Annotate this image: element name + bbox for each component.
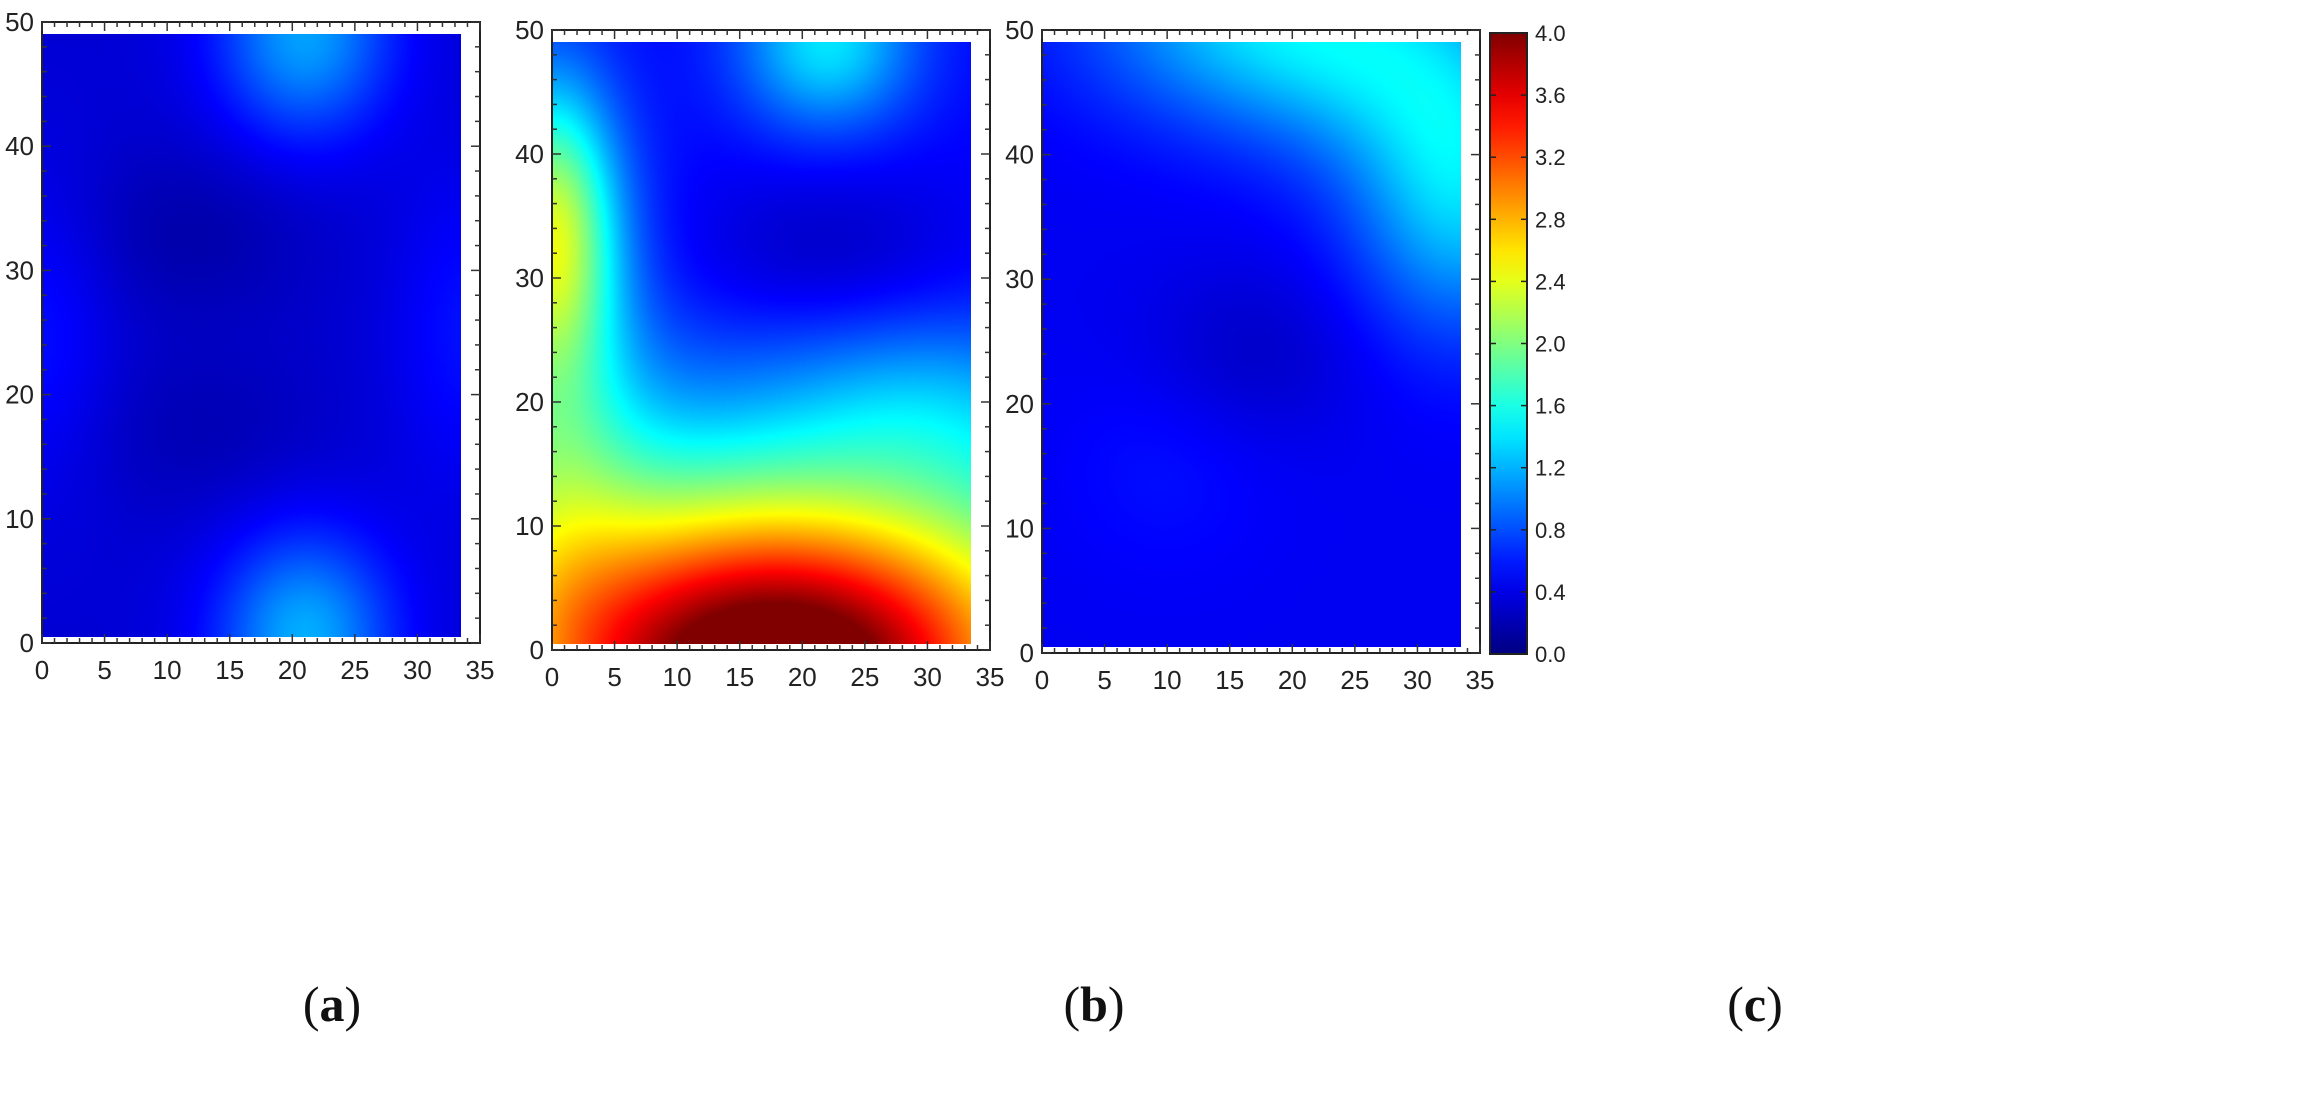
y-tick-label: 10: [515, 511, 544, 541]
colorbar-tick-label: 0.0: [1535, 642, 1566, 667]
heatmap-panel-c: 0 5 10 15 20 25 30 35 0 10 20 30 40 50: [1005, 15, 1494, 695]
colorbar-tick-label: 1.6: [1535, 394, 1566, 419]
colorbar-tick-label: 2.0: [1535, 332, 1566, 357]
x-tick-label: 25: [1340, 665, 1369, 695]
x-tick-label: 0: [35, 655, 49, 685]
colorbar-tick-label: 3.2: [1535, 145, 1566, 170]
heatmap-field: [1042, 42, 1461, 647]
colorbar-tick-label: 3.6: [1535, 83, 1566, 108]
y-tick-label: 50: [515, 15, 544, 45]
heatmap-panel-a: 0 5 10 15 20 25 30 35 0 10 20 30 40 50: [5, 7, 494, 685]
colorbar-tick-label: 2.4: [1535, 269, 1566, 294]
x-tick-label: 30: [913, 662, 942, 692]
x-tick-label: 30: [1403, 665, 1432, 695]
y-tick-label: 20: [5, 380, 34, 410]
x-tick-label: 10: [663, 662, 692, 692]
x-tick-label: 10: [153, 655, 182, 685]
x-tick-label: 5: [1097, 665, 1111, 695]
y-tick-label: 0: [20, 628, 34, 658]
colorbar: 0.0 0.4 0.8 1.2 1.6 2.0 2.4 2.8 3.2 3.6 4.0: [1489, 21, 1566, 667]
x-tick-label: 30: [403, 655, 432, 685]
x-tick-label: 10: [1153, 665, 1182, 695]
x-tick-label: 5: [607, 662, 621, 692]
colorbar-tick-label: 2.8: [1535, 207, 1566, 232]
colorbar-tick-label: 0.4: [1535, 580, 1566, 605]
y-tick-label: 40: [1005, 140, 1034, 170]
y-tick-label: 10: [1005, 513, 1034, 543]
y-tick-label: 0: [530, 635, 544, 665]
y-tick-label: 50: [1005, 15, 1034, 45]
colorbar-tick-label: 4.0: [1535, 21, 1566, 46]
caption-a: (a): [302, 976, 362, 1032]
heatmap-field: [42, 34, 461, 637]
caption-c: (c): [1727, 976, 1783, 1032]
x-tick-label: 5: [97, 655, 111, 685]
x-tick-label: 35: [466, 655, 495, 685]
colorbar-tick-label: 1.2: [1535, 456, 1566, 481]
heatmap-panel-b: 0 5 10 15 20 25 30 35 0 10 20 30 40 50: [515, 15, 1004, 692]
x-tick-label: 0: [1035, 665, 1049, 695]
x-tick-label: 25: [340, 655, 369, 685]
x-tick-label: 20: [1278, 665, 1307, 695]
y-tick-label: 30: [5, 255, 34, 285]
heatmap-field: [552, 42, 971, 644]
x-tick-label: 20: [788, 662, 817, 692]
colorbar-tick-label: 0.8: [1535, 518, 1566, 543]
plot-frame: [551, 29, 991, 651]
x-tick-label: 35: [976, 662, 1005, 692]
y-tick-label: 50: [5, 7, 34, 37]
y-tick-label: 30: [515, 263, 544, 293]
x-tick-label: 35: [1466, 665, 1495, 695]
x-tick-label: 15: [215, 655, 244, 685]
x-tick-label: 15: [725, 662, 754, 692]
caption-b: (b): [1063, 976, 1125, 1032]
plot-frame: [1041, 29, 1481, 654]
y-tick-label: 10: [5, 504, 34, 534]
y-tick-label: 40: [515, 139, 544, 169]
y-tick-label: 20: [515, 387, 544, 417]
y-tick-label: 40: [5, 131, 34, 161]
y-tick-label: 20: [1005, 389, 1034, 419]
y-tick-label: 30: [1005, 264, 1034, 294]
x-tick-label: 15: [1215, 665, 1244, 695]
x-tick-label: 25: [850, 662, 879, 692]
x-tick-label: 0: [545, 662, 559, 692]
x-tick-label: 20: [278, 655, 307, 685]
plot-frame: [41, 21, 481, 644]
y-tick-label: 0: [1020, 638, 1034, 668]
